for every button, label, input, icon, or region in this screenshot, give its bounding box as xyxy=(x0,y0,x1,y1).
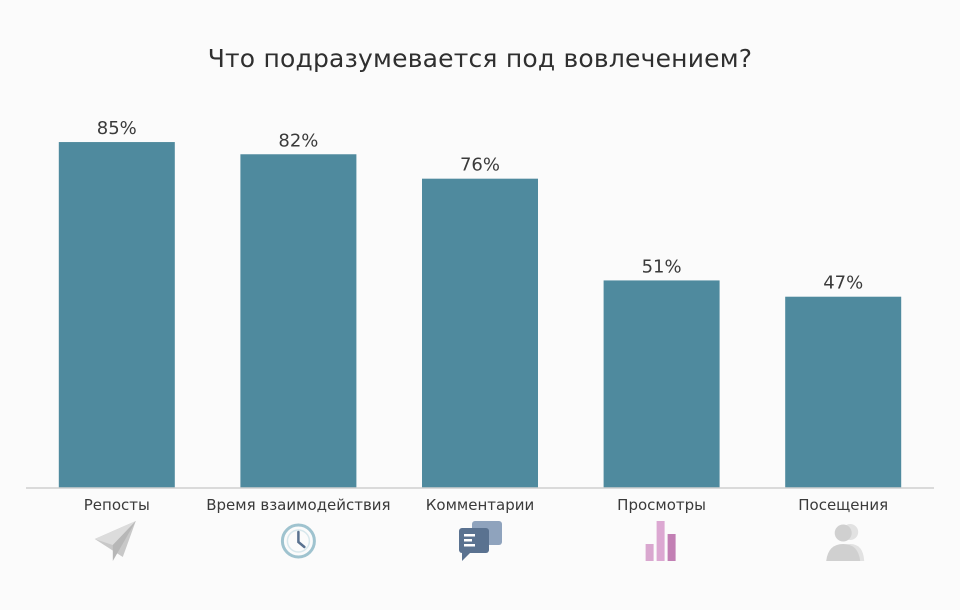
bar-value-label: 76% xyxy=(460,155,500,176)
bar-value-label: 85% xyxy=(97,118,137,139)
bar-value-label: 51% xyxy=(642,256,682,277)
paper-plane-icon xyxy=(94,521,136,561)
category-label: Комментарии xyxy=(426,496,534,514)
bar-chart-icon xyxy=(645,521,676,561)
bar-2 xyxy=(240,154,357,488)
clock-icon xyxy=(280,523,316,559)
bar-value-label: 82% xyxy=(278,130,318,151)
bar-value-label: 47% xyxy=(823,273,863,294)
bar-1 xyxy=(58,142,175,489)
category-label: Посещения xyxy=(798,496,888,514)
user-icon xyxy=(826,524,865,561)
category-label: Репосты xyxy=(84,496,150,514)
category-label: Время взаимодействия xyxy=(206,496,390,514)
bar-3 xyxy=(422,178,538,488)
category-label: Просмотры xyxy=(617,496,706,514)
bar-4 xyxy=(603,280,720,488)
bar-5 xyxy=(785,296,902,488)
chart-title: Что подразумевается под вовлечением? xyxy=(207,44,753,73)
chat-bubbles-icon xyxy=(459,521,502,561)
